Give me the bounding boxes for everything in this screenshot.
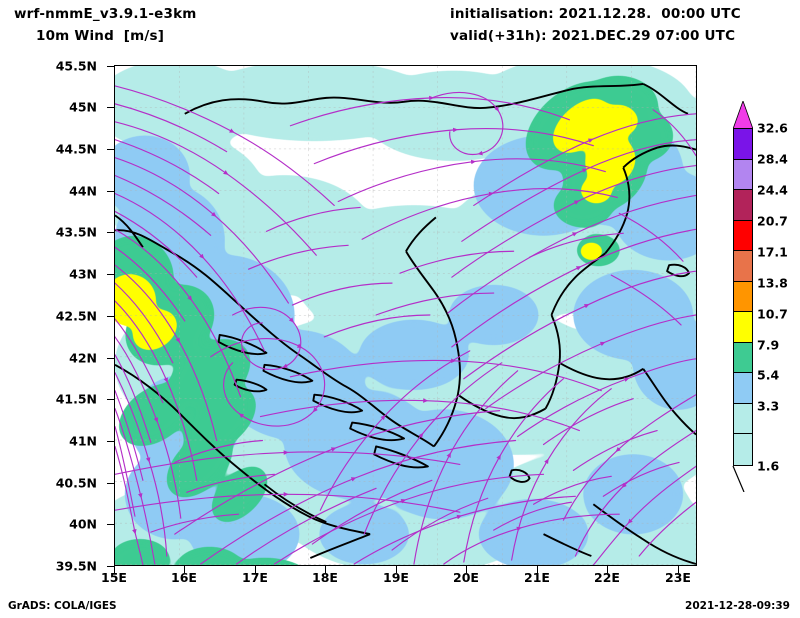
x-tick-label: 15E <box>101 570 127 585</box>
colorbar-tick-label: 7.9 <box>757 337 780 353</box>
x-tick-label: 17E <box>242 570 268 585</box>
colorbar-band <box>734 159 752 191</box>
colorbar-band <box>734 190 752 221</box>
wind-map-plot-area <box>114 65 697 566</box>
y-tick-label: 39.5N <box>55 558 97 574</box>
x-tick-label: 20E <box>453 570 479 585</box>
map-graticule <box>115 66 696 565</box>
y-tick-label: 42N <box>69 350 97 366</box>
colorbar-band <box>734 342 752 374</box>
y-tick-label: 45.5N <box>55 58 97 74</box>
y-tick-label: 40.5N <box>55 475 97 491</box>
colorbar-tick-label: 24.4 <box>757 182 788 198</box>
x-tick-label: 22E <box>594 570 620 585</box>
y-tick-label: 40N <box>69 516 97 532</box>
model-name-label: wrf-nmmE_v3.9.1-e3km <box>14 6 197 22</box>
x-tick-label: 16E <box>171 570 197 585</box>
colorbar-band <box>734 403 752 435</box>
colorbar-tick-label: 3.3 <box>757 398 780 414</box>
x-tick-label: 19E <box>383 570 409 585</box>
wind-speed-colorbar <box>733 128 753 466</box>
y-tick-label: 41.5N <box>55 391 97 407</box>
generation-timestamp-label: 2021-12-28-09:39 <box>685 600 790 612</box>
y-tick-label: 44.5N <box>55 141 97 157</box>
colorbar-tick-label: 17.1 <box>757 244 788 260</box>
colorbar-tail <box>732 466 745 492</box>
colorbar-tick-label: 5.4 <box>757 367 780 383</box>
y-tick-label: 43N <box>69 266 97 282</box>
x-tick-label: 21E <box>524 570 550 585</box>
x-tick-label: 18E <box>312 570 338 585</box>
coastline-and-borders <box>115 82 696 565</box>
colorbar-band <box>734 281 752 313</box>
colorbar-band <box>734 373 752 404</box>
colorbar-arrow-cap <box>733 101 753 129</box>
colorbar-band <box>734 434 752 465</box>
y-tick-label: 41N <box>69 433 97 449</box>
colorbar-tick-label: 32.6 <box>757 120 788 136</box>
colorbar-band <box>734 129 752 160</box>
colorbar-tick-label: 28.4 <box>757 151 788 167</box>
colorbar-tick-label: 20.7 <box>757 213 788 229</box>
colorbar-band <box>734 251 752 282</box>
y-tick-label: 44N <box>69 183 97 199</box>
colorbar-tick-label: 13.8 <box>757 275 788 291</box>
y-tick-label: 42.5N <box>55 308 97 324</box>
colorbar-tick-label: 1.6 <box>757 458 780 474</box>
wind-speed-field <box>115 66 696 565</box>
initialisation-time-label: initialisation: 2021.12.28. 00:00 UTC <box>450 6 741 22</box>
colorbar-tick-label: 10.7 <box>757 306 788 322</box>
colorbar-band <box>734 312 752 343</box>
x-tick-label: 23E <box>665 570 691 585</box>
valid-time-label: valid(+31h): 2021.DEC.29 07:00 UTC <box>450 28 736 44</box>
wind-streamlines <box>115 85 696 565</box>
y-tick-label: 43.5N <box>55 224 97 240</box>
colorbar-band <box>734 220 752 252</box>
field-name-label: 10m Wind [m/s] <box>36 28 165 44</box>
y-tick-label: 45N <box>69 99 97 115</box>
grads-credit-label: GrADS: COLA/IGES <box>8 600 117 612</box>
